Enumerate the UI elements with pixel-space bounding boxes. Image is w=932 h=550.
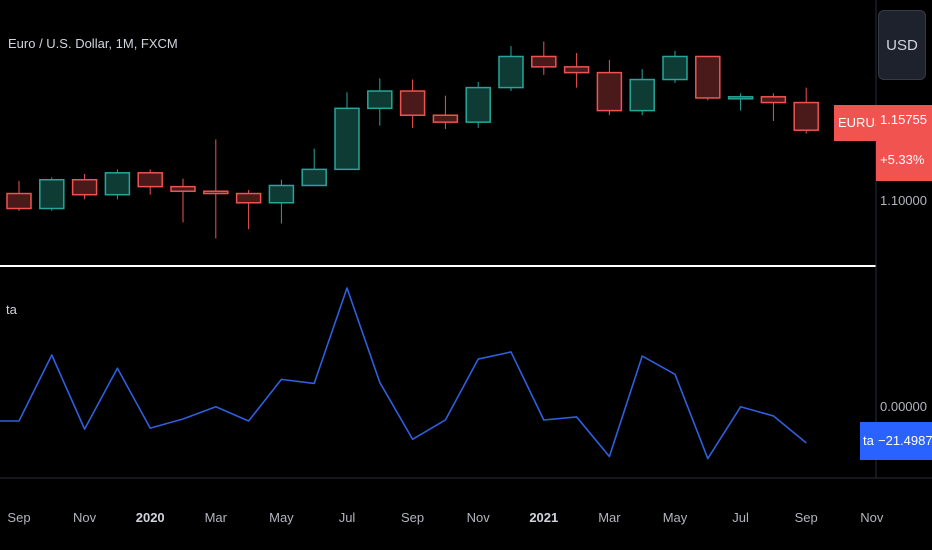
candle (432, 114, 459, 123)
time-axis[interactable]: Sep Nov 2020 Mar May Jul Sep Nov 2021 Mar May Jul Se… (7, 510, 883, 525)
candle (334, 107, 360, 171)
candle (399, 90, 426, 116)
chart-title: Euro / U.S. Dollar, 1M, FXCM (8, 36, 178, 51)
indicator-name-badge: ta (863, 433, 875, 448)
indicator-tick-label: 0.00000 (880, 399, 927, 414)
candle (137, 172, 163, 188)
candle (760, 96, 787, 104)
time-axis-label: 2020 (136, 510, 165, 525)
candle (301, 168, 327, 187)
candle (235, 192, 262, 204)
time-axis-label: Jul (339, 510, 356, 525)
candle (531, 55, 557, 68)
candle (203, 190, 229, 195)
indicator-name-label: ta (6, 302, 17, 317)
ta-series-line (0, 287, 807, 460)
candle (629, 78, 655, 112)
time-axis-label: Sep (795, 510, 818, 525)
candle (465, 86, 491, 123)
time-axis-label: Mar (205, 510, 228, 525)
candle (104, 172, 131, 196)
candle (6, 192, 32, 210)
currency-button[interactable]: USD (878, 10, 926, 80)
candle (268, 184, 295, 204)
time-axis-label: Sep (7, 510, 30, 525)
candle (71, 178, 98, 196)
symbol-badge-bg (834, 105, 876, 141)
price-change-label: +5.33% (880, 152, 925, 167)
time-axis-label: Nov (467, 510, 491, 525)
indicator-value-label: −21.49871 (878, 433, 932, 448)
candle (367, 90, 393, 110)
indicator-pane (0, 287, 807, 460)
candle (727, 96, 754, 100)
time-axis-label: Mar (598, 510, 621, 525)
candle (563, 66, 590, 74)
price-pane (6, 41, 819, 239)
indicator-axis[interactable]: 0.00000 ta −21.49871 (860, 399, 932, 460)
last-price-badge-bg (876, 105, 932, 181)
time-axis-label: 2021 (529, 510, 558, 525)
candle (695, 55, 721, 99)
time-axis-label: May (269, 510, 294, 525)
time-axis-label: May (663, 510, 688, 525)
price-tick-label: 1.10000 (880, 193, 927, 208)
indicator-name-badge-bg (860, 422, 876, 460)
time-axis-label: Jul (732, 510, 749, 525)
indicator-value-badge-bg (876, 422, 932, 460)
candle (170, 185, 196, 192)
candle (596, 71, 623, 112)
time-axis-label: Nov (860, 510, 884, 525)
last-price-label: 1.15755 (880, 112, 927, 127)
time-axis-label: Nov (73, 510, 97, 525)
price-axis[interactable]: 1.10000 EURUSD 1.15755 +5.33% (834, 105, 932, 208)
candle (39, 178, 65, 210)
candle (498, 55, 524, 89)
time-axis-label: Sep (401, 510, 424, 525)
candle (662, 55, 688, 81)
candle (793, 101, 819, 131)
